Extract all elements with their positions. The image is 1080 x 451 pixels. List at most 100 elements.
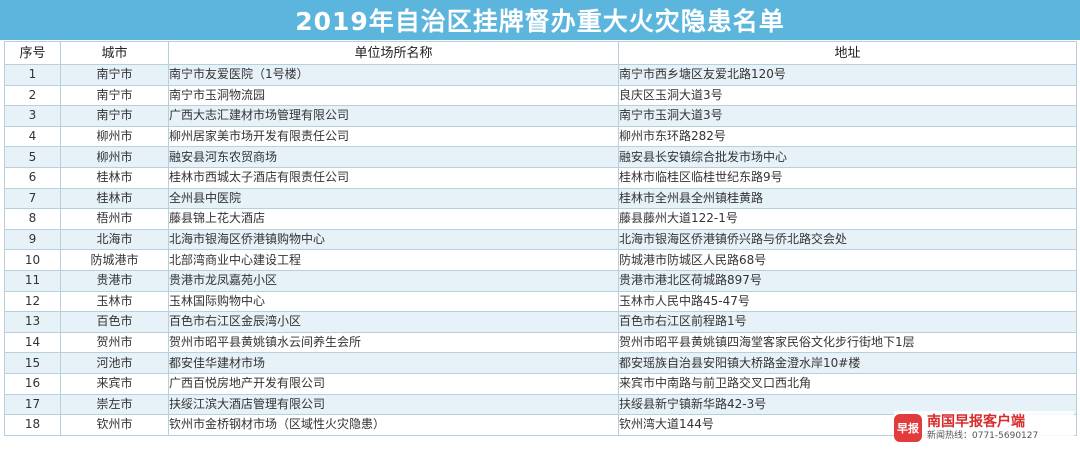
row-address: 北海市银海区侨港镇侨兴路与侨北路交会处 xyxy=(618,228,1077,251)
row-index: 1 xyxy=(4,64,61,86)
row-unit-name: 都安佳华建材市场 xyxy=(168,352,619,374)
row-city: 北海市 xyxy=(60,228,169,251)
row-address: 防城港市防城区人民路68号 xyxy=(618,249,1077,271)
hazard-table: 序号 城市 单位场所名称 地址 1 南宁市 南宁市友爱医院（1号楼） 南宁市西乡塘区友… xyxy=(4,41,1077,436)
row-unit-name: 百色市右江区金辰湾小区 xyxy=(168,311,619,333)
table-row: 5 柳州市 融安县河东农贸商场 融安县长安镇综合批发市场中心 xyxy=(4,146,1077,168)
row-unit-name: 南宁市玉洞物流园 xyxy=(168,84,619,107)
row-city: 防城港市 xyxy=(60,249,169,271)
row-index: 6 xyxy=(4,166,61,189)
row-index: 12 xyxy=(4,290,61,313)
row-address: 藤县藤州大道122-1号 xyxy=(618,208,1077,230)
row-city: 南宁市 xyxy=(60,84,169,107)
table-row: 6 桂林市 桂林市西城太子酒店有限责任公司 桂林市临桂区临桂世纪东路9号 xyxy=(4,166,1077,189)
row-index: 17 xyxy=(4,393,61,416)
row-unit-name: 藤县锦上花大酒店 xyxy=(168,208,619,230)
row-unit-name: 全州县中医院 xyxy=(168,187,619,210)
row-address: 贺州市昭平县黄姚镇四海堂客家民俗文化步行街地下1层 xyxy=(618,331,1077,354)
row-index: 9 xyxy=(4,228,61,251)
row-address: 百色市右江区前程路1号 xyxy=(618,311,1077,333)
row-index: 3 xyxy=(4,105,61,127)
table-row: 8 梧州市 藤县锦上花大酒店 藤县藤州大道122-1号 xyxy=(4,208,1077,230)
header-address: 地址 xyxy=(618,41,1077,65)
row-city: 柳州市 xyxy=(60,146,169,168)
newspaper-logo-icon: 早报 xyxy=(894,414,922,442)
table-row: 9 北海市 北海市银海区侨港镇购物中心 北海市银海区侨港镇侨兴路与侨北路交会处 xyxy=(4,228,1077,251)
row-address: 良庆区玉洞大道3号 xyxy=(618,84,1077,107)
table-row: 13 百色市 百色市右江区金辰湾小区 百色市右江区前程路1号 xyxy=(4,311,1077,333)
row-index: 7 xyxy=(4,187,61,210)
row-city: 河池市 xyxy=(60,352,169,374)
row-unit-name: 北海市银海区侨港镇购物中心 xyxy=(168,228,619,251)
row-unit-name: 柳州居家美市场开发有限责任公司 xyxy=(168,125,619,148)
table-row: 1 南宁市 南宁市友爱医院（1号楼） 南宁市西乡塘区友爱北路120号 xyxy=(4,64,1077,86)
title-bar: 2019年自治区挂牌督办重大火灾隐患名单 xyxy=(0,0,1080,40)
table-row: 7 桂林市 全州县中医院 桂林市全州县全州镇桂黄路 xyxy=(4,187,1077,210)
table-row: 2 南宁市 南宁市玉洞物流园 良庆区玉洞大道3号 xyxy=(4,84,1077,107)
table-row: 3 南宁市 广西大志汇建材市场管理有限公司 南宁市玉洞大道3号 xyxy=(4,105,1077,127)
row-index: 13 xyxy=(4,311,61,333)
row-city: 玉林市 xyxy=(60,290,169,313)
row-city: 钦州市 xyxy=(60,414,169,436)
row-city: 桂林市 xyxy=(60,187,169,210)
header-city: 城市 xyxy=(60,41,169,65)
table-row: 17 崇左市 扶绥江滨大酒店管理有限公司 扶绥县新宁镇新华路42-3号 xyxy=(4,393,1077,416)
watermark: 早报 南国早报客户端 新闻热线：0771-5690127 xyxy=(894,411,1074,445)
row-address: 南宁市玉洞大道3号 xyxy=(618,105,1077,127)
row-unit-name: 广西大志汇建材市场管理有限公司 xyxy=(168,105,619,127)
row-address: 贵港市港北区荷城路897号 xyxy=(618,269,1077,292)
row-index: 4 xyxy=(4,125,61,148)
row-index: 5 xyxy=(4,146,61,168)
row-city: 贺州市 xyxy=(60,331,169,354)
row-index: 8 xyxy=(4,208,61,230)
row-index: 2 xyxy=(4,84,61,107)
row-address: 桂林市临桂区临桂世纪东路9号 xyxy=(618,166,1077,189)
row-city: 来宾市 xyxy=(60,372,169,395)
row-city: 南宁市 xyxy=(60,64,169,86)
row-city: 贵港市 xyxy=(60,269,169,292)
row-unit-name: 贺州市昭平县黄姚镇水云间养生会所 xyxy=(168,331,619,354)
row-index: 15 xyxy=(4,352,61,374)
header-index: 序号 xyxy=(4,41,61,65)
row-unit-name: 融安县河东农贸商场 xyxy=(168,146,619,168)
row-index: 16 xyxy=(4,372,61,395)
table-row: 12 玉林市 玉林国际购物中心 玉林市人民中路45-47号 xyxy=(4,290,1077,313)
row-unit-name: 贵港市龙凤嘉苑小区 xyxy=(168,269,619,292)
page-title: 2019年自治区挂牌督办重大火灾隐患名单 xyxy=(295,7,785,36)
row-address: 来宾市中南路与前卫路交叉口西北角 xyxy=(618,372,1077,395)
watermark-brand: 南国早报客户端 xyxy=(927,414,1025,430)
row-city: 桂林市 xyxy=(60,166,169,189)
row-city: 百色市 xyxy=(60,311,169,333)
row-city: 南宁市 xyxy=(60,105,169,127)
row-address: 都安瑶族自治县安阳镇大桥路金澄水岸10#楼 xyxy=(618,352,1077,374)
row-index: 10 xyxy=(4,249,61,271)
row-index: 18 xyxy=(4,414,61,436)
row-unit-name: 扶绥江滨大酒店管理有限公司 xyxy=(168,393,619,416)
row-unit-name: 北部湾商业中心建设工程 xyxy=(168,249,619,271)
row-address: 南宁市西乡塘区友爱北路120号 xyxy=(618,64,1077,86)
row-unit-name: 广西百悦房地产开发有限公司 xyxy=(168,372,619,395)
row-address: 柳州市东环路282号 xyxy=(618,125,1077,148)
row-index: 14 xyxy=(4,331,61,354)
table-row: 15 河池市 都安佳华建材市场 都安瑶族自治县安阳镇大桥路金澄水岸10#楼 xyxy=(4,352,1077,374)
table-row: 11 贵港市 贵港市龙凤嘉苑小区 贵港市港北区荷城路897号 xyxy=(4,269,1077,292)
row-city: 梧州市 xyxy=(60,208,169,230)
row-unit-name: 南宁市友爱医院（1号楼） xyxy=(168,64,619,86)
row-unit-name: 玉林国际购物中心 xyxy=(168,290,619,313)
table-header-row: 序号 城市 单位场所名称 地址 xyxy=(4,41,1077,65)
table-row: 14 贺州市 贺州市昭平县黄姚镇水云间养生会所 贺州市昭平县黄姚镇四海堂客家民俗文化步… xyxy=(4,331,1077,354)
row-unit-name: 钦州市金桥钢材市场（区域性火灾隐患） xyxy=(168,414,619,436)
table-body: 1 南宁市 南宁市友爱医院（1号楼） 南宁市西乡塘区友爱北路120号 2 南宁市 南宁市玉洞… xyxy=(4,64,1077,436)
row-address: 融安县长安镇综合批发市场中心 xyxy=(618,146,1077,168)
row-unit-name: 桂林市西城太子酒店有限责任公司 xyxy=(168,166,619,189)
watermark-hotline: 新闻热线：0771-5690127 xyxy=(927,431,1039,441)
row-address: 桂林市全州县全州镇桂黄路 xyxy=(618,187,1077,210)
row-city: 柳州市 xyxy=(60,125,169,148)
table-row: 4 柳州市 柳州居家美市场开发有限责任公司 柳州市东环路282号 xyxy=(4,125,1077,148)
table-row: 16 来宾市 广西百悦房地产开发有限公司 来宾市中南路与前卫路交叉口西北角 xyxy=(4,372,1077,395)
row-city: 崇左市 xyxy=(60,393,169,416)
row-index: 11 xyxy=(4,269,61,292)
table-row: 10 防城港市 北部湾商业中心建设工程 防城港市防城区人民路68号 xyxy=(4,249,1077,271)
header-unit-name: 单位场所名称 xyxy=(168,41,619,65)
row-address: 玉林市人民中路45-47号 xyxy=(618,290,1077,313)
